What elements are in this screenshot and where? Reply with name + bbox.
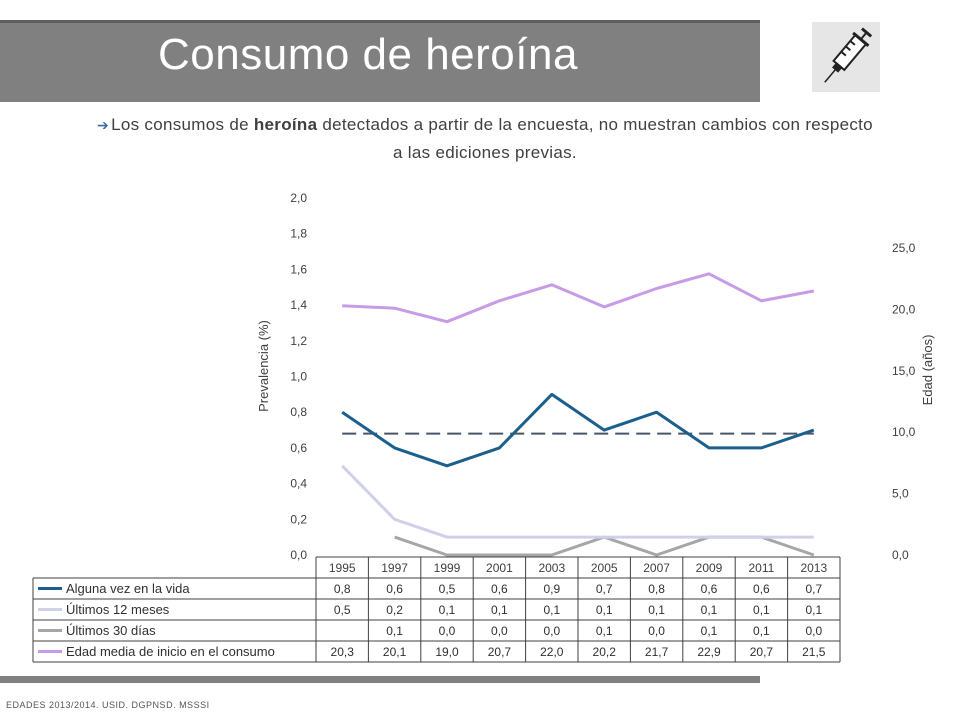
table-cell-value: 0,0 (491, 624, 508, 638)
y-right-tick-label: 10,0 (892, 425, 916, 439)
x-tick-label: 2013 (800, 561, 827, 575)
table-cell-value: 0,8 (334, 582, 351, 596)
y-left-tick-label: 1,8 (290, 227, 307, 241)
y-left-tick-label: 0,4 (290, 477, 307, 491)
table-cell-value: 0,8 (648, 582, 665, 596)
syringe-icon (812, 22, 880, 92)
y-left-tick-label: 0,8 (290, 405, 307, 419)
table-cell-value: 0,0 (439, 624, 456, 638)
y-left-tick-label: 1,0 (290, 370, 307, 384)
table-cell-value: 0,1 (491, 603, 508, 617)
table-cell-value: 0,0 (648, 624, 665, 638)
x-tick-label: 2005 (591, 561, 618, 575)
y-left-tick-label: 0,0 (290, 548, 307, 562)
series-line-ultimos-30-dias (394, 535, 815, 557)
table-cell-value: 0,6 (491, 582, 508, 596)
table-cell-value: 0,1 (753, 603, 770, 617)
table-cell-value: 22,0 (540, 645, 564, 659)
y-right-tick-label: 5,0 (892, 487, 909, 501)
source-note: EDADES 2013/2014. USID. DGPNSD. MSSSI (6, 700, 210, 710)
table-cell-value: 0,0 (543, 624, 560, 638)
x-tick-label: 2003 (538, 561, 565, 575)
table-cell-value: 21,7 (645, 645, 669, 659)
x-tick-label: 1995 (329, 561, 356, 575)
x-tick-label: 2007 (643, 561, 670, 575)
table-cell-value: 20,1 (383, 645, 407, 659)
table-cell-value: 0,9 (543, 582, 560, 596)
legend-label: Edad media de inicio en el consumo (66, 644, 275, 659)
y-left-tick-label: 0,6 (290, 441, 307, 455)
table-cell-value: 0,6 (753, 582, 770, 596)
table-cell-value: 0,1 (386, 624, 403, 638)
table-cell-value: 19,0 (435, 645, 459, 659)
y-left-tick-label: 1,6 (290, 262, 307, 276)
slide-title: Consumo de heroína (158, 30, 578, 79)
title-bar-stripe (0, 20, 760, 23)
arrow-right-icon: ➔ (97, 117, 110, 133)
y-left-axis-title: Prevalencia (%) (256, 320, 271, 412)
table-cell-value: 0,1 (753, 624, 770, 638)
table-cell-value: 22,9 (697, 645, 721, 659)
table-cell-value: 20,7 (750, 645, 774, 659)
title-bar (0, 20, 760, 102)
x-tick-label: 1997 (381, 561, 408, 575)
x-tick-label: 1999 (434, 561, 461, 575)
x-tick-label: 2001 (486, 561, 513, 575)
series-line-alguna-vez-en-la-vida (341, 392, 815, 468)
table-cell-value: 0,5 (334, 603, 351, 617)
table-cell-value: 0,2 (386, 603, 403, 617)
table-cell-value: 0,6 (386, 582, 403, 596)
y-right-tick-label: 15,0 (892, 364, 916, 378)
series-line-edad-media-de-inicio-en-el-consumo (342, 272, 815, 324)
intro-text: ➔ Los consumos de heroína detectados a pa… (90, 111, 880, 166)
legend-label: Alguna vez en la vida (66, 581, 190, 596)
table-cell-value: 0,1 (596, 624, 613, 638)
table-cell-value: 0,5 (439, 582, 456, 596)
legend-label: Últimos 12 meses (66, 602, 170, 617)
table-cell-value: 0,6 (701, 582, 718, 596)
table-cell-value: 21,5 (802, 645, 826, 659)
y-left-tick-label: 2,0 (290, 191, 307, 205)
y-right-tick-label: 20,0 (892, 302, 916, 316)
y-right-tick-label: 0,0 (892, 548, 909, 562)
table-cell-value: 0,1 (439, 603, 456, 617)
x-tick-label: 2011 (748, 561, 774, 575)
intro-text-bold: heroína (253, 115, 318, 134)
intro-text-before: Los consumos de (111, 115, 254, 134)
legend-label: Últimos 30 días (66, 623, 156, 638)
y-left-tick-label: 1,4 (290, 298, 307, 312)
y-left-tick-label: 0,2 (290, 512, 307, 526)
table-cell-value: 0,7 (596, 582, 613, 596)
bottom-bar (0, 676, 760, 683)
table-cell-value: 0,1 (805, 603, 822, 617)
table-cell-value: 20,2 (593, 645, 617, 659)
table-cell-value: 0,1 (701, 603, 718, 617)
table-cell-value: 0,1 (648, 603, 665, 617)
table-cell-value: 0,7 (805, 582, 822, 596)
y-right-axis-title: Edad (años) (920, 335, 935, 406)
table-cell-value: 0,1 (701, 624, 718, 638)
series-line-ultimos-12-meses (341, 464, 814, 539)
table-cell-value: 20,7 (488, 645, 512, 659)
intro-text-after: detectados a partir de la encuesta, no m… (317, 115, 873, 162)
table-cell-value: 0,1 (543, 603, 560, 617)
table-cell-value: 20,3 (331, 645, 355, 659)
x-tick-label: 2009 (696, 561, 723, 575)
y-right-tick-label: 25,0 (892, 241, 916, 255)
table-cell-value: 0,0 (805, 624, 822, 638)
y-left-tick-label: 1,2 (290, 334, 307, 348)
table-cell-value: 0,1 (596, 603, 613, 617)
